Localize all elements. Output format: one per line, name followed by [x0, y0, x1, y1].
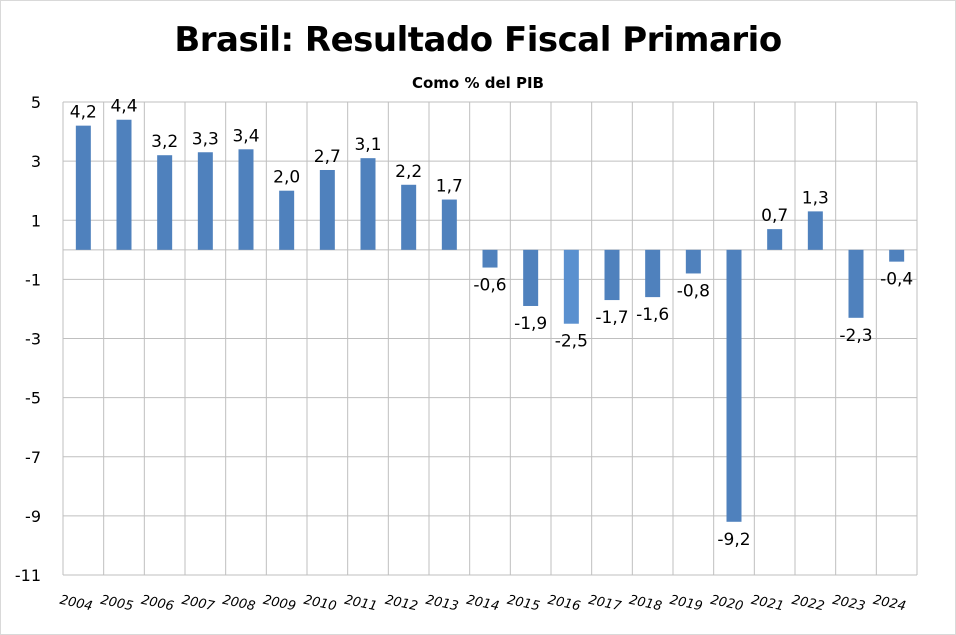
y-axis-ticks: 5 3 1 -1 -3 -5 -7 -9 -11 [15, 93, 41, 585]
y-tick-label: 3 [31, 152, 41, 171]
data-label-2014: -0,6 [473, 276, 506, 296]
bar-2019 [685, 249, 701, 274]
bar-2016 [563, 249, 579, 324]
bar-2022 [807, 211, 823, 250]
y-tick-label: -9 [25, 507, 41, 526]
data-label-2011: 3,1 [354, 135, 381, 155]
bar-2010 [319, 169, 335, 250]
x-tick-label-2008: 2008 [221, 593, 256, 615]
x-tick-label-2010: 2010 [302, 593, 337, 615]
x-tick-label-2019: 2019 [668, 593, 703, 615]
data-label-2008: 3,4 [232, 126, 259, 146]
bar-2024 [889, 249, 905, 262]
data-label-2012: 2,2 [395, 162, 422, 182]
bar-2007 [197, 152, 213, 250]
data-label-2022: 1,3 [802, 188, 829, 208]
bar-2014 [482, 249, 498, 268]
bar-2021 [767, 229, 783, 250]
bar-2020 [726, 249, 742, 522]
x-tick-label-2014: 2014 [465, 593, 500, 615]
data-label-2017: -1,7 [595, 308, 628, 328]
data-labels: 4,2 4,4 3,2 3,3 3,4 2,0 2,7 3,1 2,2 1,7 -0,6 -1,9 -2… [70, 97, 913, 550]
x-tick-label-2004: 2004 [58, 593, 93, 615]
y-tick-label: -11 [15, 566, 41, 585]
x-tick-label-2021: 2021 [750, 593, 785, 615]
data-label-2020: -9,2 [717, 530, 750, 550]
data-label-2019: -0,8 [677, 281, 710, 301]
chart-title: Brasil: Resultado Fiscal Primario [174, 20, 782, 60]
x-tick-label-2012: 2012 [384, 593, 419, 615]
x-axis-ticks: 2004 2005 2006 2007 2008 2009 2010 2011 2012 2013… [58, 593, 907, 615]
data-label-2007: 3,3 [192, 129, 219, 149]
data-label-2013: 1,7 [436, 177, 463, 197]
x-tick-label-2013: 2013 [424, 593, 459, 615]
data-label-2016: -2,5 [555, 332, 588, 352]
bar-2009 [279, 190, 295, 250]
y-tick-label: -5 [25, 389, 41, 408]
x-tick-label-2006: 2006 [140, 593, 175, 615]
chart-subtitle: Como % del PIB [411, 74, 544, 92]
data-label-2006: 3,2 [151, 132, 178, 152]
gridlines [62, 101, 918, 576]
data-label-2015: -1,9 [514, 314, 547, 334]
data-label-2021: 0,7 [761, 206, 788, 226]
bar-2017 [604, 249, 620, 301]
x-tick-label-2017: 2017 [587, 593, 623, 615]
data-label-2004: 4,2 [70, 103, 97, 123]
x-tick-label-2022: 2022 [790, 593, 825, 615]
y-tick-label: -7 [25, 448, 41, 467]
y-tick-label: 5 [31, 93, 41, 112]
data-label-2024: -0,4 [880, 270, 913, 290]
bar-2008 [238, 149, 254, 250]
y-tick-label: -1 [25, 270, 41, 289]
bar-2006 [157, 155, 173, 250]
data-label-2010: 2,7 [314, 147, 341, 167]
x-tick-label-2016: 2016 [546, 593, 581, 615]
x-tick-label-2020: 2020 [709, 593, 744, 615]
data-label-2005: 4,4 [110, 97, 137, 117]
data-label-2018: -1,6 [636, 305, 669, 325]
x-tick-label-2015: 2015 [506, 593, 541, 615]
bar-2023 [848, 249, 864, 318]
bar-2015 [523, 249, 539, 306]
x-tick-label-2009: 2009 [262, 593, 297, 615]
y-tick-label: 1 [31, 211, 41, 230]
x-tick-label-2023: 2023 [831, 593, 866, 615]
data-label-2009: 2,0 [273, 168, 300, 188]
y-tick-label: -3 [25, 330, 41, 349]
bar-2018 [645, 249, 661, 298]
x-tick-label-2018: 2018 [628, 593, 663, 615]
bar-2012 [401, 184, 417, 250]
bar-2013 [441, 199, 457, 250]
x-tick-label-2011: 2011 [343, 593, 378, 615]
bar-series [75, 119, 905, 522]
data-label-2023: -2,3 [839, 326, 872, 346]
x-tick-label-2005: 2005 [99, 593, 134, 615]
x-tick-label-2024: 2024 [872, 593, 907, 615]
x-tick-label-2007: 2007 [180, 593, 216, 615]
bar-2004 [75, 125, 91, 250]
bar-2005 [116, 119, 132, 250]
bar-2011 [360, 158, 376, 250]
